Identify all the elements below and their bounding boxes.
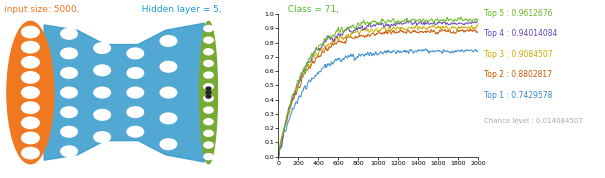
Text: input size: 5000,: input size: 5000, [4, 5, 80, 14]
Circle shape [60, 107, 77, 117]
Circle shape [127, 126, 143, 137]
Circle shape [127, 68, 143, 78]
Circle shape [22, 87, 39, 98]
Circle shape [22, 26, 39, 38]
Circle shape [160, 36, 177, 46]
Circle shape [60, 28, 77, 39]
Polygon shape [44, 23, 204, 162]
Circle shape [204, 60, 213, 66]
Circle shape [204, 154, 213, 160]
Circle shape [206, 91, 211, 94]
Text: Hidden layer = 5,: Hidden layer = 5, [136, 5, 221, 14]
Circle shape [160, 87, 177, 98]
Circle shape [22, 117, 39, 129]
Circle shape [206, 95, 211, 98]
Circle shape [204, 37, 213, 43]
Circle shape [160, 139, 177, 150]
Text: Top 1 : 0.7429578: Top 1 : 0.7429578 [484, 91, 552, 100]
Circle shape [94, 109, 111, 120]
Circle shape [127, 107, 143, 117]
Circle shape [204, 25, 213, 32]
Circle shape [22, 132, 39, 144]
Circle shape [94, 132, 111, 142]
Circle shape [204, 84, 213, 90]
Circle shape [60, 48, 77, 59]
Circle shape [160, 113, 177, 124]
Circle shape [206, 87, 211, 90]
Circle shape [22, 147, 39, 159]
Circle shape [204, 130, 213, 136]
Circle shape [22, 57, 39, 68]
Circle shape [60, 68, 77, 78]
Circle shape [127, 48, 143, 59]
Circle shape [94, 65, 111, 76]
Circle shape [127, 146, 143, 157]
Circle shape [60, 126, 77, 137]
Circle shape [204, 142, 213, 148]
Ellipse shape [200, 21, 217, 164]
Circle shape [204, 72, 213, 78]
Circle shape [60, 87, 77, 98]
Circle shape [204, 95, 213, 101]
Circle shape [94, 87, 111, 98]
Circle shape [60, 146, 77, 157]
Text: Top 5 : 0.9612676: Top 5 : 0.9612676 [484, 9, 552, 18]
Circle shape [22, 102, 39, 113]
Circle shape [127, 28, 143, 39]
Circle shape [127, 87, 143, 98]
Circle shape [22, 41, 39, 53]
Circle shape [204, 49, 213, 55]
Text: Chance level : 0.014084507: Chance level : 0.014084507 [484, 118, 583, 124]
Text: Top 2 : 0.8802817: Top 2 : 0.8802817 [484, 70, 552, 79]
Text: Top 4 : 0.94014084: Top 4 : 0.94014084 [484, 29, 557, 38]
Circle shape [22, 72, 39, 83]
Text: Class = 71,: Class = 71, [283, 5, 339, 14]
Text: Top 3 : 0.9084507: Top 3 : 0.9084507 [484, 50, 552, 59]
Circle shape [160, 61, 177, 72]
Circle shape [204, 107, 213, 113]
Ellipse shape [7, 21, 54, 164]
Circle shape [94, 43, 111, 53]
Circle shape [204, 119, 213, 125]
